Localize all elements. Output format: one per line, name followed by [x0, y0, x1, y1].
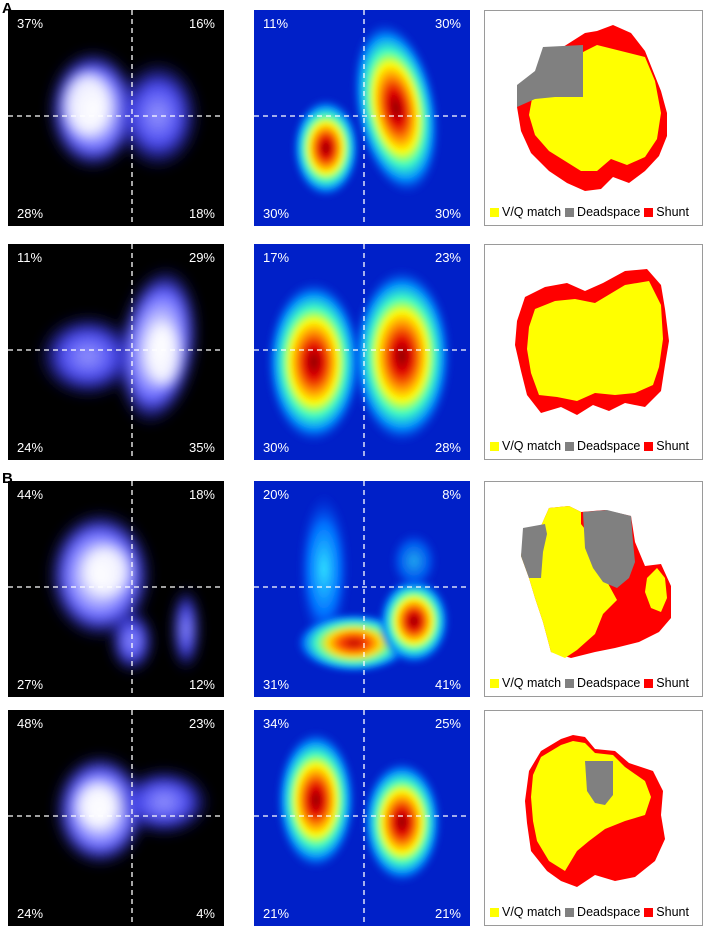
- ventilation-b2-top-right: 23%: [188, 716, 215, 731]
- legend-label-dead: Deadspace: [577, 676, 641, 690]
- vq-map-b2: V/Q match Deadspace Shunt: [484, 710, 703, 926]
- legend-swatch-match: [490, 441, 499, 451]
- ventilation-image-b2: 48% 23% 24% 4%: [8, 710, 224, 926]
- legend-label-dead: Deadspace: [577, 205, 641, 219]
- perfusion-b2-top-right: 25%: [434, 716, 461, 731]
- legend-item-shunt: Shunt: [644, 676, 689, 690]
- legend-swatch-match: [490, 907, 499, 917]
- legend-swatch-shunt: [644, 207, 654, 217]
- ventilation-b2-bottom-right: 4%: [196, 906, 215, 921]
- ventilation-b1-top-right: 18%: [188, 487, 215, 502]
- perfusion-b1-top-right: 8%: [442, 487, 461, 502]
- legend-swatch-shunt: [644, 907, 654, 917]
- ventilation-image-a1: 37% 16% 28% 18%: [8, 10, 224, 226]
- legend-label-match: V/Q match: [502, 905, 562, 919]
- perfusion-image-a2: 17% 23% 30% 28%: [254, 244, 470, 460]
- vq-map-b1: V/Q match Deadspace Shunt: [484, 481, 703, 697]
- legend-a2: V/Q match Deadspace Shunt: [490, 439, 693, 453]
- vq-map-a2: V/Q match Deadspace Shunt: [484, 244, 703, 460]
- perfusion-image-b1: 20% 8% 31% 41%: [254, 481, 470, 697]
- legend-b2: V/Q match Deadspace Shunt: [490, 905, 693, 919]
- ventilation-a2-bottom-left: 24%: [17, 440, 44, 455]
- section-label-a: A: [2, 0, 13, 17]
- perfusion-a1-bottom-right: 30%: [434, 206, 461, 221]
- perfusion-a1-top-left: 11%: [263, 16, 289, 31]
- legend-swatch-dead: [565, 678, 575, 688]
- legend-label-shunt: Shunt: [656, 439, 689, 453]
- legend-label-dead: Deadspace: [577, 439, 641, 453]
- legend-item-shunt: Shunt: [644, 905, 689, 919]
- legend-item-shunt: Shunt: [644, 205, 689, 219]
- legend-label-shunt: Shunt: [656, 905, 689, 919]
- ventilation-a1-top-left: 37%: [17, 16, 44, 31]
- legend-swatch-shunt: [644, 441, 654, 451]
- vq-map-a1: V/Q match Deadspace Shunt: [484, 10, 703, 226]
- ventilation-a2-top-left: 11%: [17, 250, 43, 265]
- perfusion-b1-top-left: 20%: [263, 487, 290, 502]
- ventilation-a1-top-right: 16%: [188, 16, 215, 31]
- perfusion-b2-top-left: 34%: [263, 716, 290, 731]
- ventilation-a1-bottom-right: 18%: [188, 206, 215, 221]
- legend-item-match: V/Q match: [490, 905, 561, 919]
- ventilation-b2-top-left: 48%: [17, 716, 44, 731]
- ventilation-image-a2: 11% 29% 24% 35%: [8, 244, 224, 460]
- legend-item-dead: Deadspace: [565, 905, 640, 919]
- perfusion-b2-bottom-left: 21%: [263, 906, 290, 921]
- section-label-b: B: [2, 470, 13, 487]
- legend-item-shunt: Shunt: [644, 439, 689, 453]
- legend-label-match: V/Q match: [502, 439, 562, 453]
- legend-label-match: V/Q match: [502, 205, 562, 219]
- legend-item-match: V/Q match: [490, 439, 561, 453]
- legend-label-match: V/Q match: [502, 676, 562, 690]
- legend-item-match: V/Q match: [490, 205, 561, 219]
- perfusion-a1-bottom-left: 30%: [263, 206, 290, 221]
- perfusion-image-b2: 34% 25% 21% 21%: [254, 710, 470, 926]
- legend-label-shunt: Shunt: [656, 676, 689, 690]
- legend-swatch-match: [490, 207, 499, 217]
- perfusion-a2-top-right: 23%: [434, 250, 461, 265]
- ventilation-a1-bottom-left: 28%: [17, 206, 44, 221]
- perfusion-b1-bottom-left: 31%: [263, 677, 290, 692]
- ventilation-b2-bottom-left: 24%: [17, 906, 44, 921]
- perfusion-b2-bottom-right: 21%: [434, 906, 461, 921]
- perfusion-a2-bottom-right: 28%: [434, 440, 461, 455]
- perfusion-a1-top-right: 30%: [434, 16, 461, 31]
- legend-swatch-dead: [565, 441, 575, 451]
- legend-item-match: V/Q match: [490, 676, 561, 690]
- legend-label-dead: Deadspace: [577, 905, 641, 919]
- legend-swatch-shunt: [644, 678, 654, 688]
- perfusion-image-a1: 11% 30% 30% 30%: [254, 10, 470, 226]
- legend-item-dead: Deadspace: [565, 676, 640, 690]
- ventilation-b1-bottom-left: 27%: [17, 677, 44, 692]
- perfusion-a2-bottom-left: 30%: [263, 440, 290, 455]
- legend-swatch-match: [490, 678, 499, 688]
- legend-label-shunt: Shunt: [656, 205, 689, 219]
- ventilation-a2-bottom-right: 35%: [188, 440, 215, 455]
- ventilation-a2-top-right: 29%: [188, 250, 215, 265]
- perfusion-a2-top-left: 17%: [263, 250, 290, 265]
- legend-swatch-dead: [565, 907, 575, 917]
- perfusion-b1-bottom-right: 41%: [434, 677, 461, 692]
- legend-item-dead: Deadspace: [565, 439, 640, 453]
- legend-a1: V/Q match Deadspace Shunt: [490, 205, 693, 219]
- ventilation-image-b1: 44% 18% 27% 12%: [8, 481, 224, 697]
- ventilation-b1-bottom-right: 12%: [188, 677, 215, 692]
- ventilation-b1-top-left: 44%: [17, 487, 44, 502]
- legend-item-dead: Deadspace: [565, 205, 640, 219]
- legend-b1: V/Q match Deadspace Shunt: [490, 676, 693, 690]
- legend-swatch-dead: [565, 207, 575, 217]
